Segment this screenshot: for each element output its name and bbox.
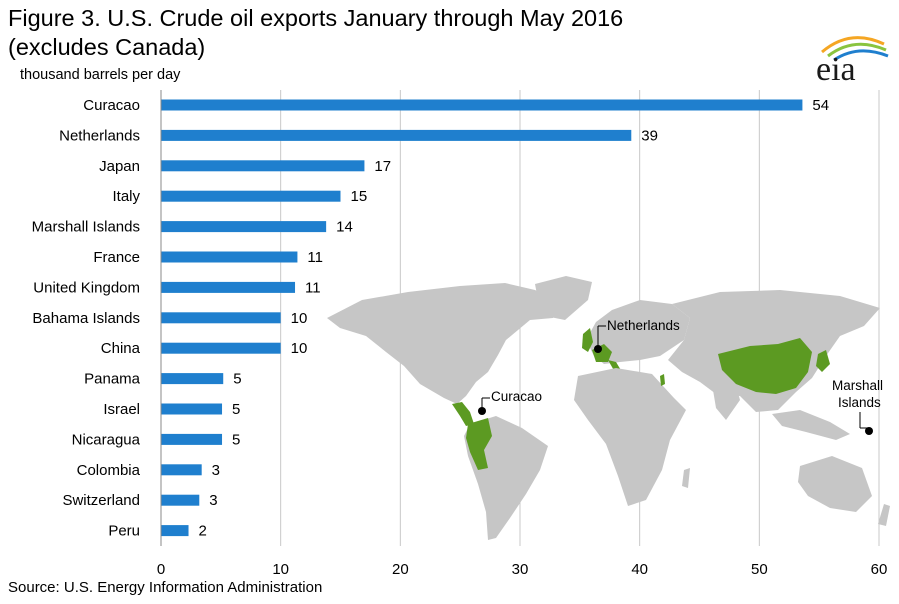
bars: Curacao 54 Netherlands 39 Japan 17 Italy 15 Mars… (32, 97, 829, 540)
category-label: Japan (99, 158, 140, 175)
bar (161, 99, 803, 111)
map-north-america (327, 283, 560, 404)
world-map: Curacao Netherlands Marshall Islands (327, 276, 890, 540)
bar (161, 403, 223, 415)
category-label: Marshall Islands (32, 219, 140, 236)
category-label: China (101, 340, 141, 357)
category-label: Colombia (77, 462, 141, 479)
unit-label: thousand barrels per day (20, 67, 181, 83)
map-se-asia (772, 410, 850, 440)
title-line-1: Figure 3. U.S. Crude oil exports January… (8, 5, 624, 31)
bar (161, 281, 296, 293)
curacao-map-label: Curacao (491, 389, 542, 404)
map-india (712, 384, 740, 420)
data-label: 3 (212, 462, 220, 479)
x-tick-label: 40 (631, 561, 648, 578)
eia-logo: eia (816, 36, 889, 86)
x-tick-label: 30 (512, 561, 529, 578)
map-central-america (452, 402, 474, 426)
data-label: 14 (336, 219, 353, 236)
bar (161, 312, 281, 324)
bar (161, 342, 281, 354)
category-label: Italy (112, 188, 140, 205)
map-china (718, 338, 812, 394)
bar (161, 494, 200, 506)
category-label: Israel (103, 401, 140, 418)
category-label: Peru (108, 523, 140, 540)
bar (161, 525, 189, 537)
category-label: Panama (84, 371, 141, 388)
map-colombia-peru (466, 418, 492, 470)
x-tick-label: 20 (392, 561, 409, 578)
chart-title: Figure 3. U.S. Crude oil exports January… (8, 4, 808, 62)
category-label: Switzerland (62, 492, 140, 509)
logo-text: eia (816, 51, 856, 86)
map-africa (574, 368, 686, 506)
category-label: Netherlands (59, 127, 140, 144)
map-europe (586, 300, 690, 364)
data-label: 11 (305, 279, 321, 296)
data-label: 3 (209, 492, 217, 509)
x-tick-label: 10 (272, 561, 289, 578)
data-label: 10 (291, 340, 308, 357)
x-tick-label: 60 (871, 561, 888, 578)
bar (161, 129, 632, 141)
data-label: 54 (812, 97, 829, 114)
map-madagascar (682, 468, 690, 488)
netherlands-map-label: Netherlands (607, 318, 680, 333)
marshall-map-label-1: Marshall (832, 378, 883, 393)
category-label: France (93, 249, 140, 266)
category-label: United Kingdom (33, 279, 140, 296)
map-new-zealand (878, 504, 890, 526)
category-label: Nicaragua (72, 431, 141, 448)
x-tick-label: 50 (751, 561, 768, 578)
marshall-map-label-2: Islands (838, 395, 881, 410)
bar (161, 160, 365, 172)
map-uk (582, 328, 593, 352)
map-australia (798, 456, 872, 512)
marshall-marker (865, 427, 873, 435)
map-greenland (535, 276, 592, 320)
bar (161, 221, 327, 233)
source-note: Source: U.S. Energy Information Administ… (8, 579, 323, 596)
title-line-2: (excludes Canada) (8, 34, 206, 60)
data-label: 39 (641, 127, 658, 144)
data-label: 15 (351, 188, 368, 205)
map-japan (816, 350, 830, 372)
curacao-marker (478, 407, 486, 415)
bar (161, 251, 298, 263)
data-label: 5 (232, 431, 240, 448)
data-label: 5 (232, 401, 240, 418)
bar (161, 373, 224, 385)
x-axis: 0 10 20 30 40 50 60 (157, 561, 888, 578)
data-label: 11 (307, 249, 323, 266)
category-label: Curacao (83, 97, 140, 114)
map-israel (660, 374, 665, 386)
bar (161, 190, 341, 202)
category-label: Bahama Islands (32, 310, 140, 327)
bar (161, 464, 202, 476)
bar (161, 433, 223, 445)
data-label: 10 (291, 310, 308, 327)
x-tick-label: 0 (157, 561, 165, 578)
data-label: 2 (199, 523, 207, 540)
data-label: 17 (374, 158, 391, 175)
data-label: 5 (233, 371, 241, 388)
netherlands-marker (594, 345, 602, 353)
